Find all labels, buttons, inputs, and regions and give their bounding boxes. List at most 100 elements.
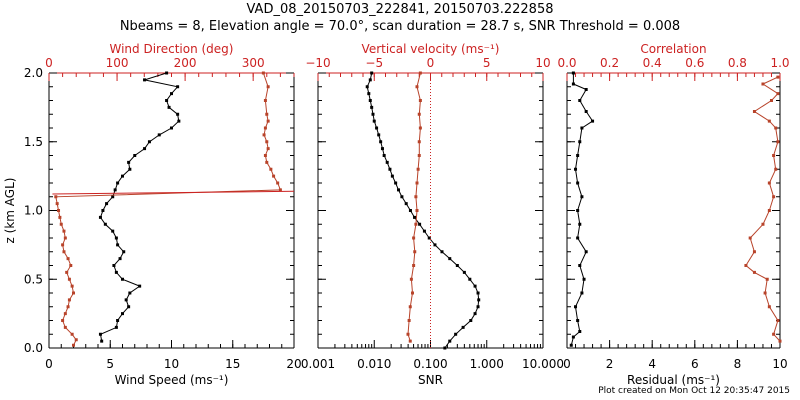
series-wind-speed-point — [147, 140, 151, 144]
y-tick-label: 1.0 — [24, 204, 43, 218]
series-vertical-velocity-point — [407, 319, 411, 322]
series-wind-speed-point — [116, 243, 120, 247]
series-wind-direction-point — [67, 298, 71, 302]
series-snr-point — [427, 236, 431, 240]
top-axis-label: Vertical velocity (ms⁻¹) — [362, 42, 500, 56]
series-residual-point — [578, 99, 582, 102]
top-axis-label: Wind Direction (deg) — [110, 42, 234, 56]
top-tick-label: 100 — [106, 56, 129, 70]
series-snr-point — [397, 188, 401, 192]
series-snr-point — [418, 222, 422, 226]
top-axis-label: Correlation — [640, 42, 706, 56]
x-tick-label: 8 — [734, 357, 742, 371]
series-wind-speed-point — [121, 312, 124, 316]
series-wind-speed-line — [99, 72, 180, 342]
series-wind-direction-point — [263, 99, 267, 102]
series-correlation-point — [763, 291, 767, 295]
series-wind-direction-point — [69, 264, 73, 267]
series-residual-point — [571, 335, 575, 339]
series-wind-direction-point — [272, 174, 276, 178]
x-tick-label: 10 — [164, 357, 179, 371]
series-wind-direction-point — [265, 140, 269, 144]
x-tick-label: 10.000 — [522, 357, 564, 371]
series-correlation-point — [761, 222, 765, 226]
series-correlation-point — [776, 75, 780, 79]
top-tick-label: −5 — [365, 56, 383, 70]
series-wind-speed-point — [121, 277, 124, 281]
series-wind-speed-point — [165, 71, 169, 75]
series-wind-direction-point — [72, 343, 75, 347]
series-residual-point — [582, 277, 586, 281]
x-axis-label: SNR — [418, 373, 443, 387]
x-tick-label: 10 — [772, 357, 787, 371]
series-wind-speed-point — [176, 85, 180, 89]
series-wind-speed-point — [124, 298, 128, 302]
series-wind-direction-point — [63, 325, 67, 329]
top-tick-label: 1.0 — [770, 56, 789, 70]
series-wind-speed-point — [116, 181, 120, 185]
series-correlation-line — [745, 76, 781, 342]
series-residual-point — [580, 126, 584, 130]
series-wind-direction-point — [263, 126, 267, 130]
series-wind-direction-point — [59, 222, 63, 226]
series-correlation-point — [767, 181, 771, 185]
series-wind-speed-point — [111, 229, 115, 233]
series-residual-point — [578, 330, 582, 333]
series-snr-point — [473, 312, 477, 316]
series-vertical-velocity-point — [414, 222, 418, 226]
series-wind-speed-point — [176, 112, 180, 116]
series-wind-direction-point — [70, 332, 74, 336]
top-tick-label: 5 — [483, 56, 491, 70]
top-tick-label: 10 — [535, 56, 550, 70]
series-snr-point — [440, 250, 444, 254]
series-wind-direction-line — [55, 72, 282, 346]
series-wind-speed-point — [127, 160, 131, 164]
series-residual-point — [578, 140, 582, 144]
series-wind-speed-point — [170, 92, 173, 96]
series-correlation-point — [778, 339, 782, 343]
series-wind-direction-point — [276, 181, 280, 185]
series-residual-point — [576, 154, 580, 157]
series-snr-point — [413, 215, 417, 219]
series-correlation-point — [776, 319, 780, 322]
series-wind-speed-point — [118, 257, 122, 261]
top-tick-label: 0.2 — [600, 56, 619, 70]
series-wind-speed-point — [103, 222, 107, 226]
top-tick-label: 0.8 — [728, 56, 747, 70]
x-axis-label: Wind Speed (ms⁻¹) — [115, 373, 229, 387]
top-tick-label: −10 — [305, 56, 330, 70]
x-tick-label: 0 — [563, 357, 571, 371]
y-tick-label: 0.5 — [24, 272, 43, 286]
series-snr-point — [388, 167, 392, 171]
series-snr-point — [404, 202, 408, 206]
series-wind-direction-point — [72, 291, 75, 295]
x-tick-label: 5 — [106, 357, 114, 371]
series-wind-speed-point — [177, 119, 181, 123]
series-residual-point — [578, 264, 582, 267]
top-tick-label: 0.0 — [557, 56, 576, 70]
series-vertical-velocity-point — [412, 236, 416, 240]
series-wind-direction-point — [263, 154, 267, 157]
chart-subtitle: Nbeams = 8, Elevation angle = 70.0°, sca… — [119, 19, 681, 34]
series-wind-speed-point — [128, 167, 132, 171]
series-snr-point — [368, 78, 372, 82]
series-wind-speed-point — [112, 264, 116, 267]
series-wind-direction-point — [269, 167, 273, 171]
series-wind-speed-point — [114, 270, 118, 274]
series-snr-point — [375, 126, 379, 130]
top-tick-label: 0 — [45, 56, 53, 70]
series-correlation-point — [776, 140, 780, 144]
series-wind-direction-point — [62, 250, 66, 254]
series-snr-point — [448, 339, 452, 343]
series-correlation-point — [769, 99, 773, 102]
series-vertical-velocity-point — [418, 126, 422, 130]
series-snr-point — [433, 243, 437, 247]
series-wind-direction-point — [266, 119, 270, 123]
series-residual-line — [570, 73, 594, 346]
series-snr-point — [448, 257, 452, 261]
series-wind-speed-point — [98, 332, 102, 336]
x-tick-label: 4 — [648, 357, 656, 371]
x-tick-label: 2 — [606, 357, 614, 371]
series-vertical-velocity-point — [408, 339, 412, 343]
